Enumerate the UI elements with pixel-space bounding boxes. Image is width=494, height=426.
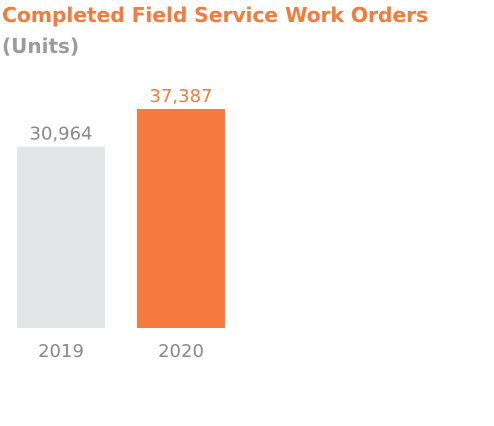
value-label-2020: 37,387	[150, 86, 213, 107]
bar-2019	[17, 146, 105, 328]
bar-2020	[137, 109, 225, 328]
chart-title: Completed Field Service Work Orders	[2, 3, 429, 27]
x-tick-label-2020: 2020	[158, 341, 204, 362]
chart-subtitle: (Units)	[2, 34, 80, 58]
x-tick-labels-group: 2019 2020	[38, 341, 204, 362]
value-label-2019: 30,964	[30, 124, 93, 145]
value-labels-group: 30,964 37,387	[30, 86, 213, 145]
x-tick-label-2019: 2019	[38, 341, 84, 362]
bars-group	[17, 109, 225, 328]
